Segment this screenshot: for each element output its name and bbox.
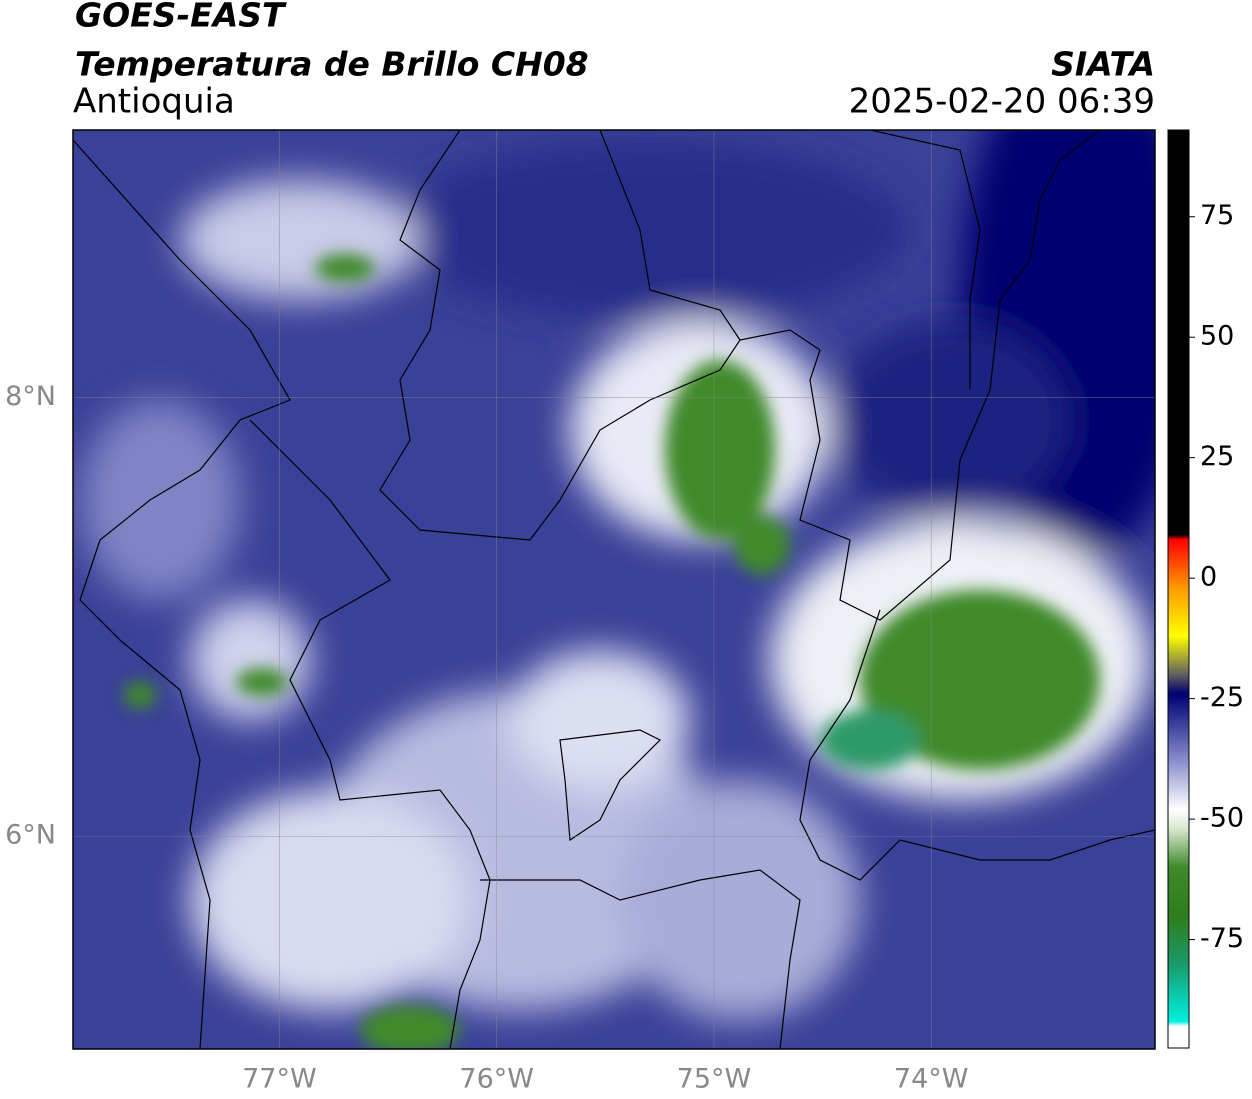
x-tick-label: 77°W — [242, 1064, 317, 1095]
colorbar-tick-label: 50 — [1200, 321, 1234, 352]
colorbar-tick-label: 75 — [1200, 200, 1234, 231]
source: SIATA — [1051, 45, 1155, 84]
timestamp: 2025-02-20 06:39 — [849, 82, 1155, 122]
y-tick-label: 8°N — [5, 381, 56, 412]
map-frame — [72, 129, 1156, 1050]
title: GOES-EAST — [75, 0, 287, 35]
colorbar-tick-label: -25 — [1200, 682, 1244, 713]
region: Antioquia — [73, 82, 235, 122]
y-tick-label: 6°N — [5, 820, 56, 851]
colorbar-tick-label: -50 — [1200, 803, 1244, 834]
subtitle: Temperatura de Brillo CH08 — [75, 45, 589, 84]
x-tick-label: 75°W — [677, 1064, 752, 1095]
borders — [73, 130, 1155, 1049]
x-tick-label: 74°W — [894, 1064, 969, 1095]
colorbar-tick-label: -75 — [1200, 923, 1244, 954]
colorbar-tick-label: 25 — [1200, 441, 1234, 472]
colorbar — [1168, 130, 1189, 1048]
colorbar-tick-label: 0 — [1200, 562, 1217, 593]
satellite-image — [73, 130, 1155, 1049]
x-tick-label: 76°W — [459, 1064, 534, 1095]
colorbar-frame — [1167, 129, 1190, 1049]
